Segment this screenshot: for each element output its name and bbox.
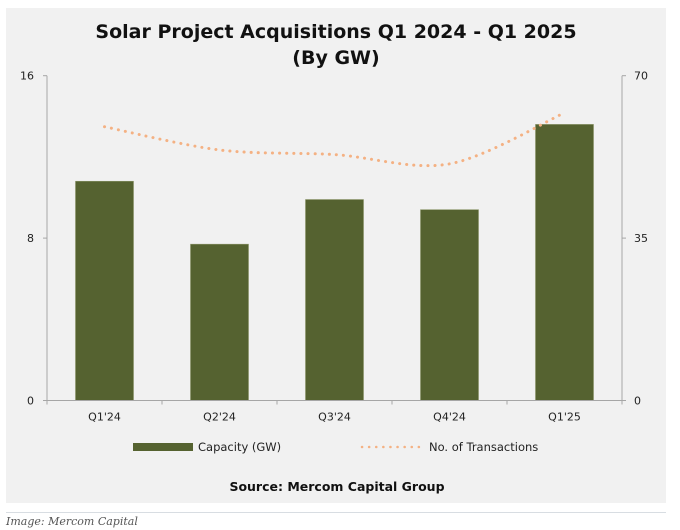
- chart-subtitle: (By GW): [292, 47, 379, 69]
- left-tick-label: 0: [27, 395, 34, 408]
- right-tick-label: 0: [634, 395, 641, 408]
- chart-container: Solar Project Acquisitions Q1 2024 - Q1 …: [6, 8, 666, 503]
- bar-q324: [305, 199, 364, 401]
- x-tick-label: Q1'25: [548, 411, 581, 424]
- legend-label-transactions: No. of Transactions: [429, 440, 538, 454]
- bar-q224: [190, 243, 249, 401]
- chart-title: Solar Project Acquisitions Q1 2024 - Q1 …: [95, 21, 576, 43]
- right-tick-label: 35: [634, 232, 648, 245]
- left-tick-label: 8: [27, 232, 34, 245]
- legend: Capacity (GW) No. of Transactions: [133, 440, 538, 454]
- x-tick-label: Q3'24: [318, 411, 351, 424]
- x-tick-label: Q4'24: [433, 411, 466, 424]
- bar-q424: [420, 209, 479, 401]
- x-tick-label: Q2'24: [203, 411, 236, 424]
- left-tick-label: 16: [20, 70, 34, 83]
- plot-area: 0 8 16 0 35 70 Q1'24 Q2'24 Q3'24 Q4'24 Q1'25: [20, 70, 648, 424]
- right-tick-label: 70: [634, 70, 648, 83]
- x-tick-label: Q1'24: [88, 411, 121, 424]
- image-caption: Image: Mercom Capital: [6, 515, 138, 528]
- divider: [6, 512, 666, 513]
- chart: Solar Project Acquisitions Q1 2024 - Q1 …: [20, 21, 648, 494]
- legend-swatch-capacity: [133, 443, 193, 451]
- transactions-line: [103, 111, 566, 168]
- source-note: Source: Mercom Capital Group: [229, 479, 444, 494]
- legend-label-capacity: Capacity (GW): [198, 440, 281, 454]
- bar-q125: [535, 124, 594, 401]
- bar-q124: [75, 180, 134, 401]
